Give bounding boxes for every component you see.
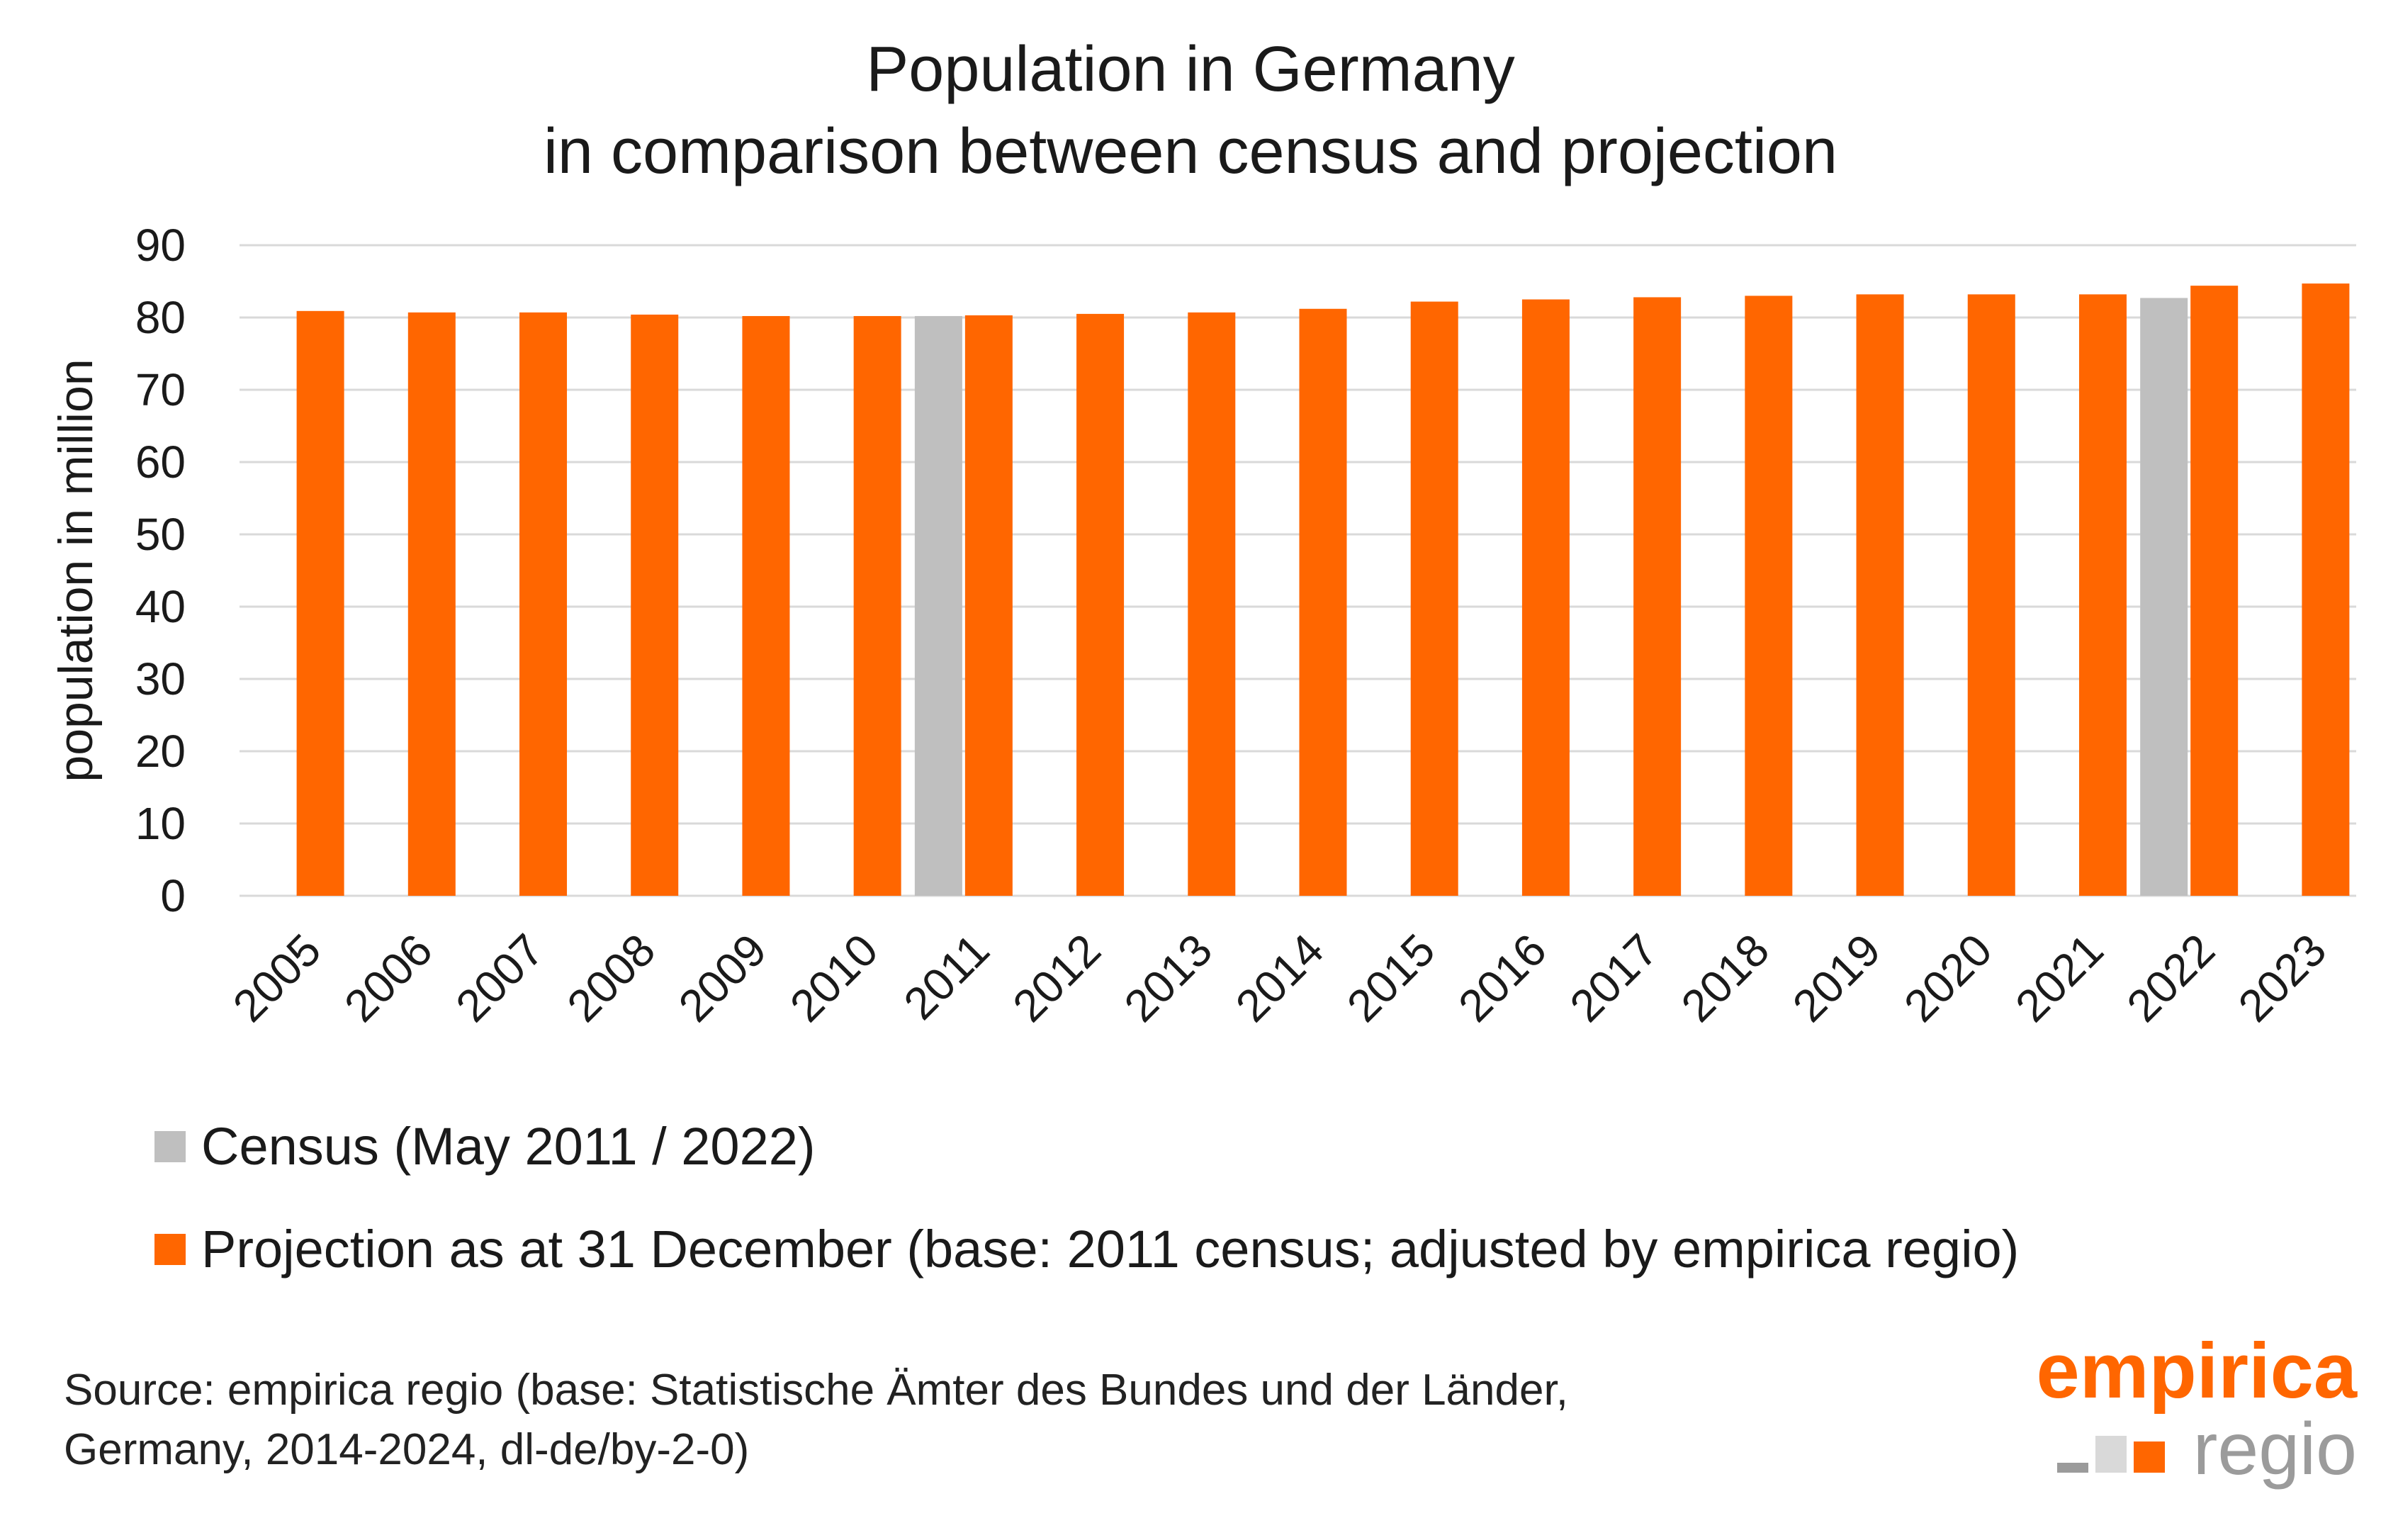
- legend-swatch-projection: [154, 1233, 186, 1265]
- logo-square-orange: [2133, 1441, 2165, 1473]
- y-tick-label: 20: [135, 726, 186, 777]
- bar-projection-2019: [1856, 294, 1904, 896]
- bar-projection-2009: [742, 315, 790, 897]
- x-tick-label: 2023: [2229, 924, 2336, 1032]
- y-tick-label: 60: [135, 437, 186, 488]
- x-tick-label: 2015: [1337, 924, 1445, 1032]
- y-axis-title: population in million: [49, 359, 103, 782]
- source-line-1: Source: empirica regio (base: Statistisc…: [64, 1366, 1568, 1415]
- logo-text-empirica: empirica: [2036, 1327, 2357, 1415]
- logo-square-small: [2056, 1463, 2088, 1473]
- bar-projection-2016: [1521, 299, 1570, 896]
- bar-projection-2022: [2190, 286, 2239, 896]
- logo-square-medium: [2095, 1436, 2127, 1473]
- bar-projection-2012: [1076, 313, 1125, 896]
- bar-census-2011: [914, 315, 962, 897]
- x-tick-label: 2005: [223, 924, 331, 1032]
- bar-projection-2013: [1188, 312, 1236, 896]
- legend-item-projection: Projection as at 31 December (base: 2011…: [154, 1219, 2019, 1279]
- chart-title-line-1: Population in Germany: [866, 34, 1515, 105]
- x-tick-label: 2011: [894, 924, 999, 1029]
- x-tick-label: 2022: [2117, 924, 2224, 1032]
- bar-projection-2007: [519, 312, 568, 896]
- legend-swatch-census: [154, 1130, 186, 1162]
- x-tick-label: 2019: [1783, 924, 1891, 1032]
- bar-census-2022: [2140, 298, 2188, 897]
- x-tick-label: 2018: [1672, 924, 1779, 1032]
- x-tick-label: 2008: [558, 924, 665, 1032]
- logo-text-regio: regio: [2193, 1408, 2357, 1490]
- bar-projection-2015: [1410, 301, 1458, 896]
- chart-title-line-2: in comparison between census and project…: [543, 116, 1838, 187]
- y-tick-label: 30: [135, 653, 186, 704]
- chart-title: Population in Germany in comparison betw…: [0, 28, 2381, 193]
- x-tick-label: 2020: [1894, 924, 2002, 1032]
- bar-chart: 0 10 20 30 40 50 60 70 80 90 population in million…: [49, 220, 2356, 1032]
- bar-projection-2021: [2078, 294, 2127, 896]
- bar-projection-2008: [631, 314, 679, 896]
- x-tick-label: 2010: [780, 924, 888, 1032]
- bar-projection-2020: [1967, 294, 2015, 896]
- legend-item-census: Census (May 2011 / 2022): [154, 1116, 816, 1176]
- x-tick-label: 2017: [1560, 924, 1667, 1032]
- bar-projection-2023: [2302, 283, 2350, 896]
- bar-projection-2018: [1745, 296, 1793, 896]
- bar-projection-2017: [1633, 297, 1682, 896]
- bar-projection-2005: [296, 310, 344, 896]
- x-tick-label: 2006: [334, 924, 442, 1032]
- empirica-regio-logo: empirica regio: [2036, 1327, 2357, 1490]
- x-tick-label: 2012: [1003, 924, 1110, 1032]
- y-tick-label: 50: [135, 509, 186, 560]
- legend-label-projection: Projection as at 31 December (base: 2011…: [201, 1220, 2020, 1278]
- legend-label-census: Census (May 2011 / 2022): [201, 1117, 816, 1176]
- y-tick-label: 10: [135, 798, 186, 849]
- x-tick-label: 2013: [1115, 924, 1222, 1032]
- source-note: Source: empirica regio (base: Statistisc…: [64, 1361, 1568, 1480]
- y-tick-label: 40: [135, 581, 186, 632]
- bar-projection-2014: [1299, 308, 1347, 896]
- x-tick-label: 2014: [1226, 924, 1334, 1032]
- y-tick-label: 0: [160, 870, 186, 921]
- bar-projection-2010: [853, 315, 901, 897]
- y-tick-label: 90: [135, 220, 186, 271]
- bar-projection-2006: [407, 312, 456, 896]
- source-line-2: Germany, 2014-2024, dl-de/by-2-0): [64, 1425, 750, 1474]
- x-tick-label: 2007: [446, 924, 553, 1032]
- x-tick-label: 2016: [1448, 924, 1556, 1032]
- x-tick-label: 2009: [669, 924, 777, 1032]
- bar-projection-2011: [964, 315, 1013, 896]
- y-tick-label: 80: [135, 292, 186, 343]
- x-tick-label: 2021: [2005, 924, 2113, 1032]
- y-tick-label: 70: [135, 364, 186, 415]
